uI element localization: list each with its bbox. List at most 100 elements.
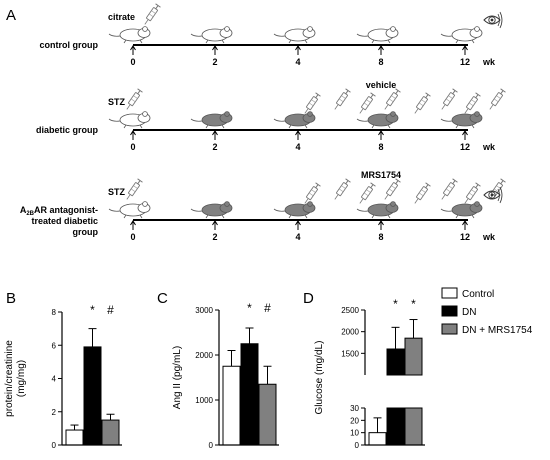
- bar-lower: [404, 407, 423, 446]
- group-label: group: [73, 227, 99, 237]
- panel-letter: D: [303, 290, 314, 307]
- syringe-icon: [486, 88, 506, 112]
- syringe-icon: [331, 178, 351, 202]
- week-label: 2: [212, 232, 217, 242]
- injection-label: MRS1754: [361, 170, 401, 180]
- legend-swatch: [441, 287, 458, 299]
- week-label: 12: [460, 57, 470, 67]
- bar-upper: [404, 337, 423, 376]
- syringe-icon: [411, 182, 431, 206]
- syringe-icon: [356, 182, 376, 206]
- significance-mark: #: [264, 301, 271, 315]
- panel-letter: B: [6, 290, 16, 307]
- mouse-icon: [273, 26, 316, 44]
- week-label: 0: [130, 142, 135, 152]
- significance-mark: *: [393, 297, 398, 311]
- week-label: 2: [212, 57, 217, 67]
- unit-label: wk: [482, 57, 496, 67]
- syringe-icon: [438, 178, 458, 202]
- arrow-head: [295, 130, 301, 136]
- group-label: treated diabetic: [31, 216, 98, 226]
- arrow-head: [378, 45, 384, 51]
- y-tick-label: 0: [52, 441, 57, 450]
- unit-label: wk: [482, 232, 496, 242]
- bar: [258, 383, 277, 446]
- significance-mark: *: [90, 303, 95, 317]
- legend-swatch: [441, 323, 458, 335]
- arrow-head: [295, 45, 301, 51]
- y-tick-label: 20: [350, 416, 359, 425]
- y-tick-label: 2000: [341, 328, 359, 337]
- syringe-icon: [381, 178, 401, 202]
- y-tick-label: 2000: [195, 351, 213, 360]
- syringe-icon: [438, 88, 458, 112]
- y-axis-label: Glucose (mg/dL): [314, 341, 325, 415]
- injection-label: vehicle: [366, 80, 397, 90]
- treatment-label: STZ: [108, 97, 126, 107]
- week-label: 4: [295, 232, 300, 242]
- significance-mark: *: [247, 301, 252, 315]
- arrow-head: [212, 45, 218, 51]
- syringe-icon: [331, 88, 351, 112]
- mouse-icon: [440, 26, 483, 44]
- chart-d: D Glucose (mg/dL) 0 10 20 30 1500 2000 2500 * *: [303, 290, 425, 450]
- chart-c: C Ang II (pg/mL) 0 1000 2000 3000 * #: [157, 290, 279, 450]
- group-label: A2BAR antagonist-: [20, 205, 98, 217]
- arrow-head: [130, 220, 136, 226]
- week-label: 4: [295, 57, 300, 67]
- mouse-icon: [108, 26, 151, 44]
- arrow-head: [212, 220, 218, 226]
- mouse-icon: [190, 201, 233, 219]
- mouse-icon: [356, 201, 399, 219]
- bar: [222, 365, 241, 446]
- syringe-icon: [381, 88, 401, 112]
- mouse-icon: [108, 201, 151, 219]
- legend-label: DN + MRS1754: [462, 325, 533, 336]
- legend-label: DN: [462, 307, 476, 318]
- syringe-icon: [356, 92, 376, 116]
- week-label: 12: [460, 232, 470, 242]
- arrow-head: [462, 45, 468, 51]
- bar: [368, 432, 387, 446]
- arrow-head: [378, 130, 384, 136]
- arrow-head: [462, 130, 468, 136]
- y-axis-label: protein/creatinine: [4, 340, 15, 417]
- mouse-icon: [190, 26, 233, 44]
- panel-a: A control group 0 2 4 8 12 wk citrate diabetic g…: [6, 3, 506, 242]
- y-tick-label: 4: [52, 375, 57, 384]
- bar: [240, 343, 259, 446]
- syringe-icon: [141, 3, 161, 27]
- arrow-head: [378, 220, 384, 226]
- week-label: 8: [378, 57, 383, 67]
- y-tick-label: 10: [350, 429, 359, 438]
- arrow-head: [462, 220, 468, 226]
- timeline-row: control group 0 2 4 8 12 wk citrate: [40, 3, 503, 67]
- treatment-label: STZ: [108, 187, 126, 197]
- unit-label: wk: [482, 142, 496, 152]
- y-tick-label: 0: [209, 441, 214, 450]
- arrow-head: [130, 45, 136, 51]
- y-tick-label: 1000: [195, 396, 213, 405]
- legend: Control DN DN + MRS1754: [441, 287, 533, 336]
- y-tick-label: 8: [52, 308, 57, 317]
- mouse-icon: [440, 111, 483, 129]
- week-label: 0: [130, 232, 135, 242]
- arrow-head: [212, 130, 218, 136]
- syringe-icon: [123, 178, 143, 202]
- panel-letter: C: [157, 290, 168, 307]
- legend-label: Control: [462, 289, 494, 300]
- mouse-icon: [273, 111, 316, 129]
- bar: [101, 419, 120, 446]
- week-label: 8: [378, 232, 383, 242]
- y-tick-label: 2500: [341, 306, 359, 315]
- significance-mark: #: [107, 303, 114, 317]
- y-axis-label: Ang II (pg/mL): [172, 346, 183, 409]
- week-label: 12: [460, 142, 470, 152]
- y-tick-label: 3000: [195, 306, 213, 315]
- eye-icon: [483, 11, 503, 29]
- panel-a-timelines: control group 0 2 4 8 12 wk citrate diabetic gro…: [20, 3, 506, 242]
- week-label: 0: [130, 57, 135, 67]
